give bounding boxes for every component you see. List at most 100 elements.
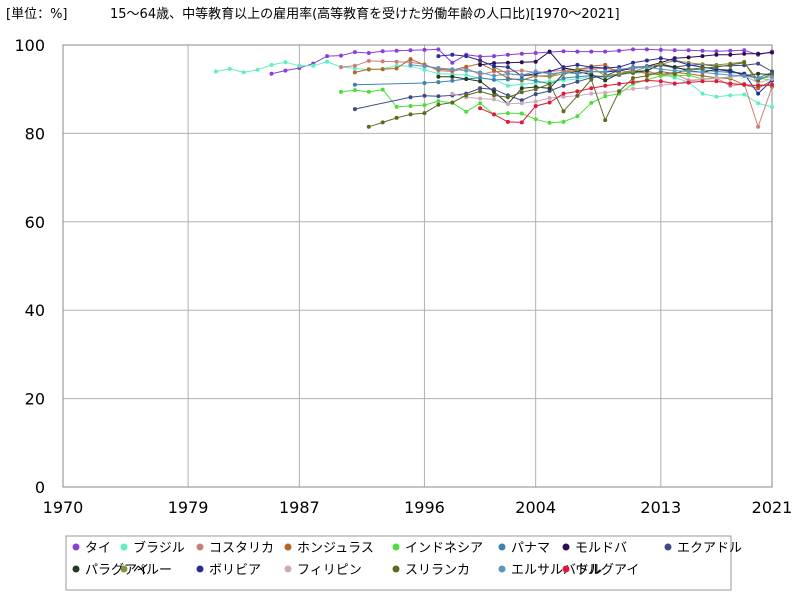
data-point	[519, 82, 524, 87]
series-line	[452, 75, 773, 105]
data-point	[352, 63, 357, 68]
legend-label: パナマ	[511, 541, 550, 556]
legend-label: タイ	[85, 541, 111, 556]
data-point	[505, 83, 510, 88]
data-point	[422, 67, 427, 72]
data-point	[478, 54, 483, 59]
data-point	[339, 65, 343, 70]
data-point	[380, 49, 385, 54]
data-point	[533, 117, 538, 122]
data-point	[436, 102, 441, 107]
legend-item: ホンジュラス	[284, 541, 374, 556]
data-point	[519, 68, 524, 73]
legend-item: パナマ	[498, 541, 550, 556]
data-point	[519, 86, 524, 91]
data-point	[742, 60, 747, 65]
data-point	[658, 73, 663, 78]
data-point	[575, 67, 580, 72]
data-point	[450, 78, 455, 83]
data-point	[519, 120, 524, 125]
data-point	[575, 79, 580, 84]
y-tick-label: 0	[35, 478, 45, 497]
legend-marker	[562, 543, 570, 551]
data-point	[686, 80, 691, 85]
legend-item: インドネシア	[392, 541, 483, 556]
data-point	[422, 47, 427, 52]
data-point	[408, 57, 413, 62]
data-point	[644, 47, 649, 52]
data-point	[380, 59, 385, 64]
data-point	[533, 99, 538, 104]
unit-label: [単位：%]	[6, 6, 68, 22]
data-point	[547, 86, 552, 91]
data-point	[505, 95, 510, 100]
data-point	[589, 49, 594, 54]
data-point	[533, 78, 538, 83]
data-point	[394, 104, 399, 109]
data-point	[589, 69, 594, 74]
data-point	[756, 61, 761, 66]
data-point	[603, 94, 608, 99]
data-point	[464, 77, 469, 81]
legend-label: フィリピン	[297, 563, 362, 578]
data-point	[589, 100, 594, 105]
data-point	[547, 100, 552, 105]
data-point	[728, 73, 733, 78]
legend-label: スリランカ	[405, 563, 470, 578]
legend-label: インドネシア	[405, 541, 483, 556]
data-point	[408, 104, 413, 108]
series-layer	[213, 47, 774, 129]
data-point	[756, 124, 761, 129]
data-point	[644, 58, 649, 63]
data-point	[644, 68, 649, 73]
data-point	[714, 52, 719, 57]
legend-label: エクアドル	[677, 541, 742, 556]
plot-area	[62, 44, 773, 488]
y-tick-label: 20	[25, 390, 45, 409]
data-point	[672, 71, 677, 76]
data-point	[505, 111, 510, 116]
data-point	[714, 94, 719, 99]
data-point	[478, 79, 483, 84]
data-point	[505, 101, 510, 106]
data-point	[547, 81, 552, 86]
data-point	[603, 78, 608, 83]
data-point	[505, 52, 510, 57]
data-point	[728, 69, 733, 74]
data-point	[394, 59, 399, 64]
legend-marker	[562, 565, 570, 573]
data-point	[436, 74, 441, 79]
data-point	[658, 83, 663, 88]
data-point	[561, 91, 566, 96]
data-point	[672, 68, 677, 73]
data-point	[603, 49, 608, 54]
data-point	[631, 66, 635, 70]
data-point	[658, 62, 663, 67]
data-point	[394, 115, 399, 120]
data-point	[617, 48, 622, 53]
data-point	[492, 77, 496, 82]
data-point	[575, 62, 580, 67]
data-point	[478, 106, 483, 111]
series-line	[479, 79, 773, 123]
data-point	[714, 76, 719, 81]
data-point	[436, 94, 441, 99]
data-point	[408, 48, 413, 53]
data-point	[478, 86, 483, 91]
chart-title: 15～64歳、中等教育以上の雇用率(高等教育を受けた労働年齢の人口比)[1970…	[110, 6, 620, 22]
data-point	[492, 97, 496, 102]
data-point	[561, 119, 566, 124]
x-tick-label: 2004	[515, 498, 556, 517]
data-point	[311, 63, 316, 68]
data-point	[519, 60, 524, 65]
data-point	[478, 75, 483, 80]
data-point	[436, 71, 441, 76]
data-point	[770, 74, 774, 79]
data-point	[700, 79, 705, 84]
data-point	[464, 54, 469, 59]
data-point	[464, 64, 469, 69]
data-point	[603, 90, 608, 95]
data-point	[450, 74, 455, 79]
data-point	[380, 67, 385, 72]
data-point	[450, 67, 455, 72]
